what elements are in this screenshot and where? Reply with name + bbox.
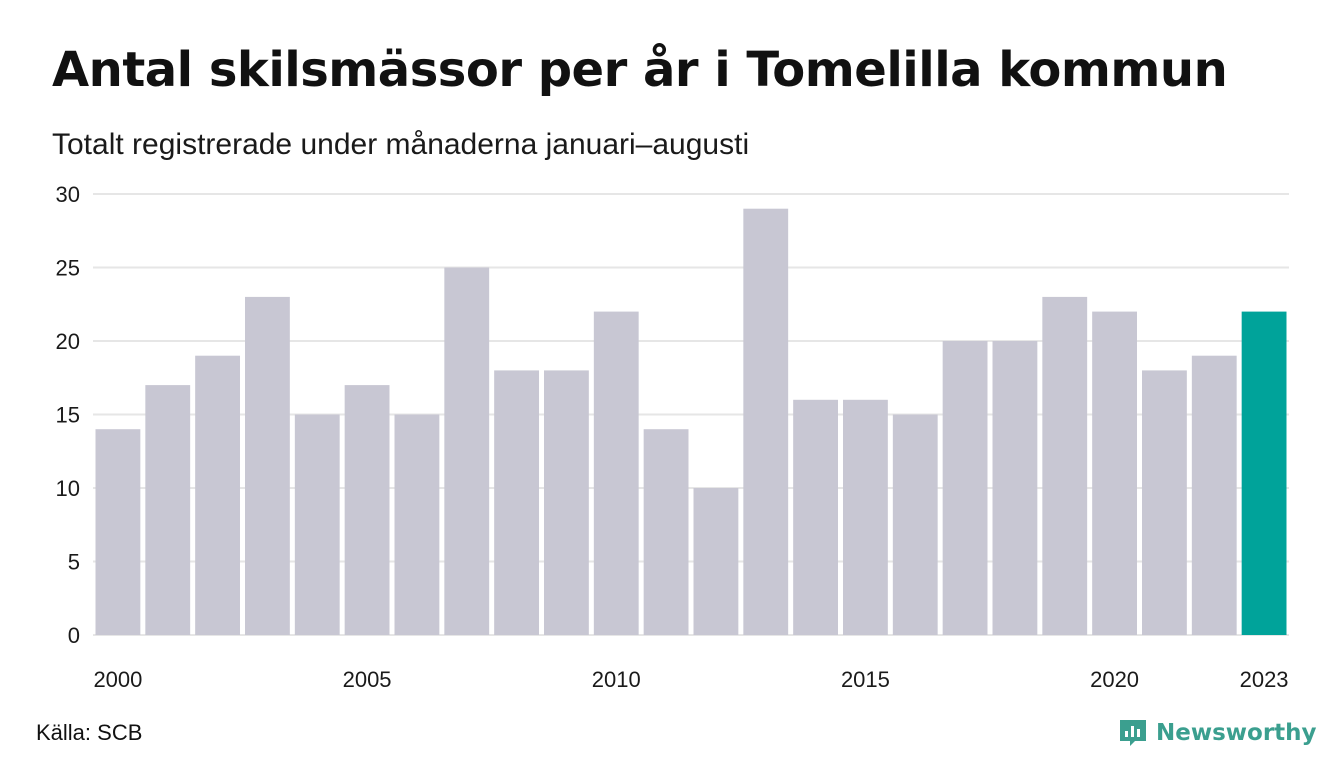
brand-name: Newsworthy [1156, 720, 1317, 746]
bar-2015 [843, 399, 888, 635]
chart-subtitle: Totalt registrerade under månaderna janu… [52, 128, 750, 161]
bar-2000 [95, 429, 141, 635]
bar-2019 [1042, 296, 1088, 635]
bar-2007 [444, 267, 490, 635]
bar-2011 [643, 429, 689, 635]
bar-2018 [992, 341, 1038, 635]
bar-2022 [1191, 355, 1237, 635]
bar-2002 [195, 355, 240, 635]
bar-2016 [892, 414, 938, 635]
x-tick-label-2005: 2005 [343, 667, 392, 692]
y-tick-label-20: 20 [56, 329, 80, 354]
bars [95, 208, 1287, 635]
x-tick-label-2015: 2015 [841, 667, 890, 692]
y-tick-label-10: 10 [56, 476, 80, 501]
x-tick-label-2000: 2000 [93, 667, 142, 692]
bar-2012 [693, 488, 739, 635]
y-tick-label-30: 30 [56, 182, 80, 207]
x-tick-label-2010: 2010 [592, 667, 641, 692]
bar-2004 [294, 414, 340, 635]
bar-2013 [743, 208, 789, 635]
newsworthy-logo-icon [1120, 720, 1146, 746]
x-tick-label-2020: 2020 [1090, 667, 1139, 692]
y-axis-tick-labels: 0 5 10 15 20 25 30 [56, 182, 80, 648]
bar-2010 [593, 311, 639, 635]
bar-2014 [793, 399, 838, 635]
source-note: Källa: SCB [36, 720, 143, 745]
y-tick-label-5: 5 [68, 550, 80, 575]
y-tick-label-25: 25 [56, 256, 80, 281]
y-tick-label-0: 0 [68, 623, 80, 648]
y-tick-label-15: 15 [56, 403, 80, 428]
gridlines [93, 193, 1289, 636]
brand-logo: Newsworthy [1118, 713, 1317, 753]
bar-2020 [1092, 311, 1137, 635]
x-tick-label-2023: 2023 [1240, 667, 1289, 692]
bar-2021 [1142, 370, 1187, 635]
bar-2001 [145, 385, 191, 635]
bar-2009 [544, 370, 589, 635]
bar-2008 [494, 370, 539, 635]
x-axis-tick-labels: 2000 2005 2010 2015 2020 2023 [93, 667, 1288, 692]
chart-title: Antal skilsmässor per år i Tomelilla kom… [52, 42, 1228, 98]
bar-2006 [394, 414, 440, 635]
bar-2017 [942, 341, 988, 635]
bar-2023 [1241, 311, 1287, 635]
bar-2003 [245, 296, 290, 635]
bar-2005 [344, 385, 390, 635]
